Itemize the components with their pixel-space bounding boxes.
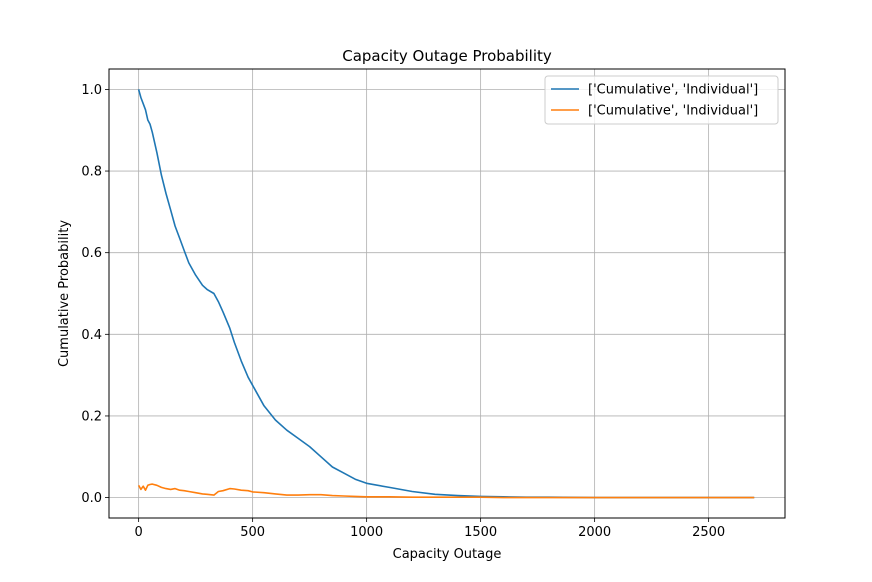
chart-title: Capacity Outage Probability [342, 47, 552, 65]
legend: ['Cumulative', 'Individual'] ['Cumulative… [544, 75, 779, 125]
y-tick-label: 0.2 [81, 409, 102, 424]
y-axis-label: Cumulative Probability [57, 220, 72, 367]
legend-box [544, 75, 779, 125]
y-tick-label: 0.8 [81, 165, 102, 180]
x-tick-label: 500 [240, 525, 265, 540]
series-line-1 [137, 483, 755, 499]
x-tick-label: 0 [134, 525, 142, 540]
y-tick-label: 1.0 [81, 83, 102, 98]
x-tick-label: 2000 [578, 525, 611, 540]
x-tick-label: 1000 [350, 525, 383, 540]
y-tick-label: 0.6 [81, 246, 102, 261]
legend-label: ['Cumulative', 'Individual'] [588, 83, 758, 98]
x-axis-label: Capacity Outage [393, 547, 502, 562]
legend-label: ['Cumulative', 'Individual'] [588, 104, 758, 119]
ticks: 0 500 1000 1500 2000 2500 0.0 0.2 0.4 0.6 0.8 1.0 [81, 83, 725, 540]
grid [109, 69, 785, 518]
y-tick-label: 0.4 [81, 328, 102, 343]
series-layer [137, 89, 755, 499]
x-tick-label: 1500 [464, 525, 497, 540]
y-tick-label: 0.0 [81, 491, 102, 506]
plot-frame [108, 68, 786, 519]
x-tick-label: 2500 [692, 525, 725, 540]
series-line-0 [137, 89, 755, 499]
